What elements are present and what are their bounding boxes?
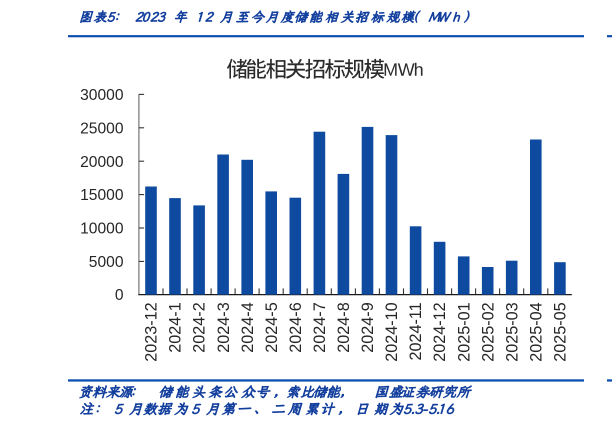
svg-text:5000: 5000: [89, 254, 124, 271]
svg-text:2024-1: 2024-1: [167, 302, 185, 352]
svg-text:2024-5: 2024-5: [263, 302, 281, 352]
svg-text:2025-03: 2025-03: [503, 302, 521, 361]
svg-text:30000: 30000: [80, 87, 124, 104]
svg-text:2024-10: 2024-10: [383, 302, 401, 361]
svg-text:2025-01: 2025-01: [455, 302, 473, 361]
svg-text:2024-8: 2024-8: [335, 302, 353, 352]
svg-text:2024-11: 2024-11: [407, 302, 425, 360]
svg-text:2025-02: 2025-02: [479, 302, 497, 361]
svg-text:25000: 25000: [80, 120, 124, 137]
svg-text:2024-9: 2024-9: [359, 302, 377, 352]
svg-text:0: 0: [115, 287, 124, 304]
svg-text:2024-4: 2024-4: [239, 302, 257, 352]
svg-text:15000: 15000: [80, 187, 124, 204]
svg-text:2024-7: 2024-7: [311, 302, 329, 352]
svg-text:2024-3: 2024-3: [215, 302, 233, 352]
svg-text:2025-05: 2025-05: [552, 302, 570, 361]
svg-text:2025-04: 2025-04: [527, 302, 545, 361]
svg-text:2024-2: 2024-2: [191, 302, 209, 352]
svg-text:2024-6: 2024-6: [287, 302, 305, 352]
svg-text:2024-12: 2024-12: [431, 302, 449, 361]
svg-text:10000: 10000: [80, 221, 124, 238]
svg-text:20000: 20000: [80, 154, 124, 171]
svg-text:2023-12: 2023-12: [143, 302, 161, 361]
